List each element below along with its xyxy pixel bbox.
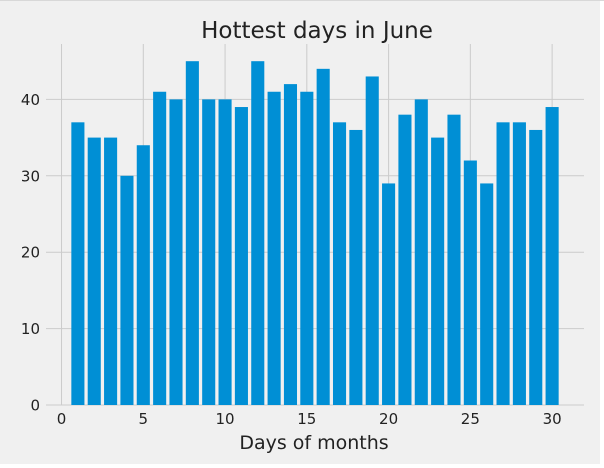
bar: [529, 129, 543, 405]
bar: [414, 99, 428, 405]
y-tick-label: 0: [30, 397, 40, 415]
plot-area: 0 10 20 30 40 0 5 10 15 20 25 30: [21, 44, 584, 428]
x-tick-label: 30: [543, 410, 562, 428]
y-tick-label: 30: [21, 167, 40, 185]
x-tick-label: 0: [57, 410, 67, 428]
bar: [267, 91, 281, 406]
x-tick-label: 25: [461, 410, 480, 428]
bar: [316, 68, 330, 405]
bar: [300, 91, 314, 406]
bars: [71, 61, 559, 406]
y-tick-label: 10: [21, 320, 40, 338]
bar: [169, 99, 183, 405]
bar: [349, 129, 363, 405]
y-tick-labels: 0 10 20 30 40: [21, 91, 40, 415]
bar: [447, 114, 461, 405]
bar: [218, 99, 232, 405]
bar: [185, 61, 199, 405]
bar: [332, 122, 347, 406]
bar: [104, 137, 118, 405]
bar: [202, 99, 216, 405]
bar: [71, 122, 85, 406]
bar: [382, 183, 396, 405]
bar: [136, 145, 150, 406]
chart-title: Hottest days in June: [201, 18, 433, 44]
bar: [512, 122, 526, 406]
bar: [251, 61, 265, 405]
bar: [545, 107, 559, 406]
bar: [87, 137, 101, 405]
x-tick-label: 20: [379, 410, 398, 428]
y-tick-label: 40: [21, 91, 40, 109]
bar: [431, 137, 445, 405]
bar: [365, 76, 379, 406]
x-tick-label: 10: [216, 410, 235, 428]
y-tick-label: 20: [21, 244, 40, 262]
bar: [234, 107, 248, 406]
bar: [480, 183, 494, 405]
x-axis-label: Days of months: [239, 432, 388, 454]
bar: [120, 175, 134, 405]
x-tick-labels: 0 5 10 15 20 25 30: [57, 410, 562, 428]
bar: [153, 91, 167, 406]
x-tick-label: 5: [139, 410, 149, 428]
bar: [463, 160, 477, 405]
bar: [283, 84, 298, 405]
bar: [398, 114, 412, 405]
bar: [496, 122, 510, 406]
x-tick-label: 15: [297, 410, 316, 428]
